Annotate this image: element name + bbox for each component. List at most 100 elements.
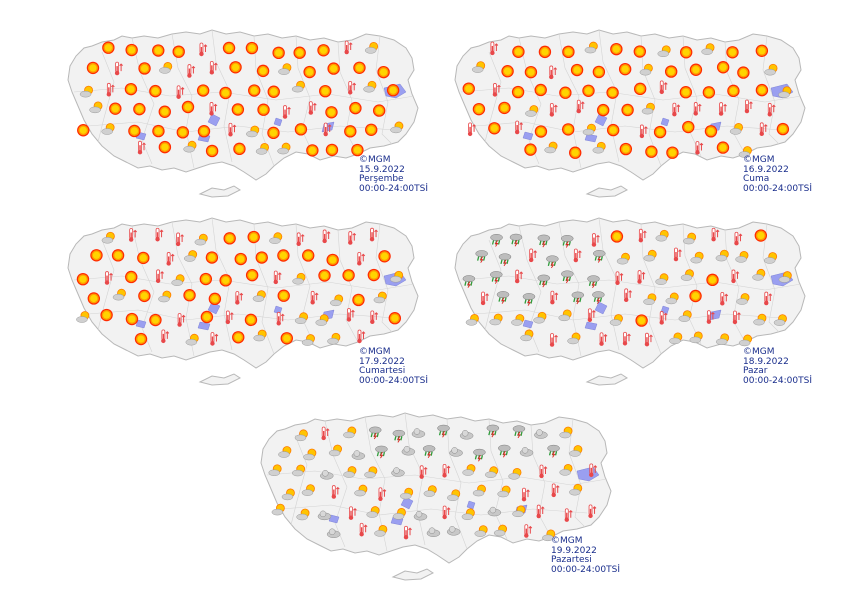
hot-thermometer-icon	[549, 65, 558, 80]
cloudy-icon	[426, 527, 441, 537]
partly-cloudy-icon	[715, 333, 730, 346]
sunny-icon	[245, 41, 259, 55]
hot-thermometer-icon	[732, 310, 741, 325]
cloudy-icon	[351, 450, 366, 460]
hot-thermometer-icon	[695, 141, 704, 155]
partly-cloudy-icon	[680, 269, 694, 281]
partly-cloudy-icon	[343, 466, 357, 478]
partly-cloudy-icon	[278, 63, 292, 75]
sunny-icon	[726, 46, 739, 59]
rain-showers-icon	[498, 444, 511, 458]
rain-showers-icon	[486, 424, 500, 438]
partly-cloudy-icon	[183, 140, 197, 153]
sunny-icon	[293, 46, 306, 59]
partly-cloudy-icon	[465, 313, 479, 326]
hot-thermometer-icon	[644, 332, 653, 347]
lake	[400, 496, 414, 510]
partly-cloudy-icon	[533, 311, 547, 324]
partly-cloudy-icon	[592, 141, 606, 154]
rain-showers-icon	[592, 291, 605, 304]
partly-cloudy-icon	[689, 331, 703, 344]
partly-cloudy-icon	[252, 290, 266, 302]
sunny-icon	[610, 230, 624, 243]
weather-icons	[462, 41, 792, 159]
province-border	[337, 41, 359, 155]
partly-cloudy-icon	[76, 311, 90, 323]
sunny-icon	[294, 123, 308, 136]
sunny-icon	[149, 313, 162, 327]
forecast-map-panel-5: ©MGM 19.9.2022 Pazartesi 00:00-24:00TSİ	[255, 405, 625, 583]
map-caption: ©MGM 18.9.2022 Pazar 00:00-24:00TSİ	[743, 347, 812, 386]
hot-thermometer-icon	[589, 463, 598, 478]
hot-thermometer-icon	[536, 504, 545, 519]
partly-cloudy-icon	[269, 232, 283, 244]
sunny-icon	[134, 332, 148, 346]
hot-thermometer-icon	[176, 85, 185, 99]
day-label: Perşembe	[359, 174, 404, 184]
sunny-icon	[176, 126, 190, 139]
province-border	[446, 418, 468, 550]
sunny-icon	[664, 65, 678, 78]
hot-thermometer-icon	[155, 269, 164, 284]
cyprus-outline	[198, 185, 241, 198]
partly-cloudy-icon	[715, 249, 729, 262]
hot-thermometer-icon	[442, 505, 451, 520]
partly-cloudy-icon	[373, 291, 387, 304]
credit-label: ©MGM	[359, 155, 391, 165]
sunny-icon	[233, 142, 246, 156]
hot-thermometer-icon	[331, 485, 340, 499]
turkey-map	[67, 29, 419, 198]
partly-cloudy-icon	[294, 312, 309, 324]
sunny-icon	[562, 45, 575, 59]
sunny-icon	[280, 332, 293, 345]
cloudy-icon	[519, 447, 534, 457]
sunny-icon	[524, 65, 538, 79]
partly-cloudy-icon	[773, 314, 787, 326]
hot-thermometer-icon	[321, 426, 330, 441]
sunny-icon	[755, 83, 769, 97]
hot-thermometer-icon	[210, 332, 219, 346]
partly-cloudy-icon	[329, 294, 344, 307]
province-border	[324, 420, 348, 548]
partly-cloudy-icon	[763, 252, 778, 264]
province-border	[724, 229, 746, 343]
sunny-icon	[256, 64, 270, 78]
weather-icons	[76, 227, 404, 346]
partly-cloudy-icon	[255, 142, 269, 155]
partly-cloudy-icon	[643, 293, 657, 305]
hot-thermometer-icon	[137, 140, 146, 155]
hot-thermometer-icon	[492, 83, 501, 97]
sunny-icon	[77, 124, 90, 137]
hot-thermometer-icon	[551, 483, 560, 498]
lake	[328, 514, 340, 524]
sunny-icon	[596, 103, 610, 117]
partly-cloudy-icon	[301, 484, 315, 496]
hot-thermometer-icon	[199, 42, 208, 57]
sunny-icon	[472, 102, 486, 116]
partly-cloudy-icon	[493, 524, 508, 537]
rain-showers-icon	[593, 250, 606, 263]
partly-cloudy-icon	[511, 314, 525, 326]
sunny-icon	[306, 144, 319, 157]
hot-thermometer-icon	[480, 291, 489, 306]
province-border	[171, 221, 195, 357]
date-label: 16.9.2022	[743, 164, 789, 175]
hot-thermometer-icon	[273, 270, 282, 285]
sunny-icon	[158, 105, 171, 118]
hot-thermometer-icon	[767, 102, 776, 117]
sunny-icon	[86, 61, 100, 75]
lake	[466, 500, 476, 510]
province-border	[87, 121, 395, 133]
credit-label: ©MGM	[551, 536, 583, 546]
cloudy-icon	[401, 445, 416, 456]
partly-cloudy-icon	[328, 444, 342, 457]
hot-thermometer-icon	[591, 233, 600, 247]
hot-thermometer-icon	[114, 61, 123, 76]
sunny-icon	[377, 65, 390, 79]
partly-cloudy-icon	[390, 270, 404, 283]
sunny-icon	[702, 86, 716, 99]
hot-thermometer-icon	[734, 231, 743, 246]
sunny-icon	[272, 46, 285, 60]
sunny-icon	[196, 84, 210, 97]
sunny-icon	[372, 104, 386, 117]
